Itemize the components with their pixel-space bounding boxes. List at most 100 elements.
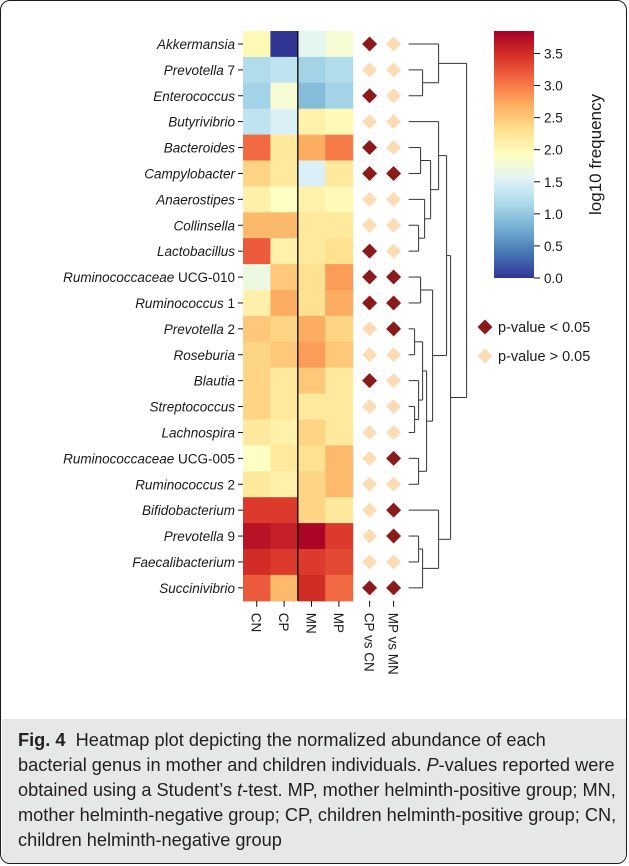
heatmap-cell <box>243 212 271 239</box>
nonsignificant-diamond <box>386 140 402 156</box>
figure-caption: Fig. 4 Heatmap plot depicting the normal… <box>18 728 618 853</box>
heatmap-cell <box>243 290 271 317</box>
heatmap-cell <box>270 471 299 498</box>
colorbar-bar <box>494 31 534 278</box>
row-label: Anaerostipes <box>155 192 235 207</box>
heatmap-cell <box>243 471 271 498</box>
caption-background <box>2 719 626 863</box>
heatmap-cell <box>325 445 354 472</box>
heatmap-cell <box>297 574 326 602</box>
row-label: Akkermansia <box>156 37 236 52</box>
colorbar-tick-label: 0.5 <box>544 239 563 254</box>
caption-sentence-2a: -values reported were obtained using a S… <box>18 755 615 800</box>
heatmap-cell <box>297 160 326 187</box>
nonsignificant-diamond <box>362 554 378 570</box>
heatmap-cell <box>325 264 354 291</box>
heatmap-cell <box>297 134 326 162</box>
heatmap-cell <box>243 315 271 343</box>
heatmap-cell <box>270 549 299 576</box>
heatmap-cell <box>325 315 354 343</box>
significant-diamond <box>362 295 378 311</box>
nonsignificant-diamond <box>386 347 402 363</box>
heatmap-cell <box>325 108 354 136</box>
heatmap-cell <box>243 549 271 576</box>
row-label: Blautia <box>194 374 236 389</box>
significant-diamond <box>386 321 402 337</box>
heatmap-cell <box>325 419 354 446</box>
nonsignificant-diamond <box>362 476 378 492</box>
nonsignificant-diamond <box>386 191 402 207</box>
colorbar: 0.0 0.5 1.0 1.5 2.0 2.5 3.0 3.5 log10 frequency <box>494 31 605 286</box>
row-label: Campylobacter <box>144 166 235 181</box>
row-label: Bacteroides <box>164 141 236 156</box>
heatmap-cell <box>325 523 354 550</box>
legend-not-significant-marker <box>477 348 493 364</box>
column-label: CP <box>276 613 291 632</box>
heatmap-cell <box>270 134 299 162</box>
row-labels: Akkermansia Prevotella 7 Enterococcus Butyr… <box>63 37 243 596</box>
heatmap-cell <box>243 419 271 446</box>
heatmap-cell <box>325 186 354 213</box>
heatmap-cell <box>325 471 354 498</box>
row-label: Streptococcus <box>149 400 235 415</box>
heatmap-cell <box>243 160 271 187</box>
heatmap-cell <box>297 471 326 498</box>
heatmap-cell <box>325 574 354 602</box>
significance-markers <box>362 36 402 607</box>
nonsignificant-diamond <box>362 528 378 544</box>
nonsignificant-diamond <box>362 502 378 518</box>
heatmap-cell <box>325 31 354 58</box>
nonsignificant-diamond <box>386 36 402 52</box>
row-label: Ruminococcus 1 <box>135 296 235 311</box>
row-label: Enterococcus <box>153 89 235 104</box>
heatmap-cell <box>297 186 326 213</box>
caption-t-italic: t <box>237 780 243 800</box>
legend-not-significant-label: p-value > 0.05 <box>498 349 590 365</box>
nonsignificant-diamond <box>386 114 402 130</box>
caption-sentence-1: Heatmap plot depicting the normalized ab… <box>18 730 546 775</box>
column-label: MN <box>304 613 319 634</box>
nonsignificant-diamond <box>362 191 378 207</box>
significant-diamond <box>386 502 402 518</box>
heatmap-cell <box>325 82 354 110</box>
colorbar-tick-label: 1.5 <box>544 175 563 190</box>
column-label: MP vs MN <box>386 613 401 675</box>
heatmap-cell <box>243 264 271 291</box>
heatmap-cell <box>325 56 354 84</box>
heatmap-cell <box>270 315 299 343</box>
significant-diamond <box>362 88 378 104</box>
nonsignificant-diamond <box>386 476 402 492</box>
significant-diamond <box>362 373 378 389</box>
heatmap-cell <box>325 497 354 524</box>
heatmap-cell <box>270 31 299 58</box>
row-label: Faecalibacterium <box>132 555 235 570</box>
heatmap-cell <box>270 523 299 550</box>
significant-diamond <box>386 165 402 181</box>
significant-diamond <box>386 269 402 285</box>
significant-diamond <box>362 140 378 156</box>
nonsignificant-diamond <box>386 424 402 440</box>
row-label: Bifidobacterium <box>142 503 235 518</box>
heatmap-cell <box>243 108 271 136</box>
heatmap-cell <box>297 264 326 291</box>
colorbar-tick-label: 0.0 <box>544 271 563 286</box>
heatmap-cell <box>270 212 299 239</box>
heatmap-cell <box>325 290 354 317</box>
column-label: CP vs CN <box>362 613 377 672</box>
nonsignificant-diamond <box>362 399 378 415</box>
significant-diamond <box>386 528 402 544</box>
colorbar-label: log10 frequency <box>586 94 605 215</box>
colorbar-tick-label: 2.0 <box>544 143 563 158</box>
column-labels: CN CP MN MP CP vs CN MP vs MN <box>249 600 401 675</box>
heatmap-cell <box>297 290 326 317</box>
significant-diamond <box>362 165 378 181</box>
heatmap-cell <box>297 367 326 395</box>
caption-sentence-2b: -test. MP, mother helminth-positive grou… <box>18 780 617 850</box>
heatmap-figure: Akkermansia Prevotella 7 Enterococcus Butyr… <box>63 31 605 675</box>
heatmap-cell <box>297 393 326 421</box>
column-label: CN <box>249 613 264 633</box>
heatmap-cell <box>270 393 299 421</box>
dendrogram <box>408 43 468 589</box>
heatmap-cell <box>243 341 271 369</box>
